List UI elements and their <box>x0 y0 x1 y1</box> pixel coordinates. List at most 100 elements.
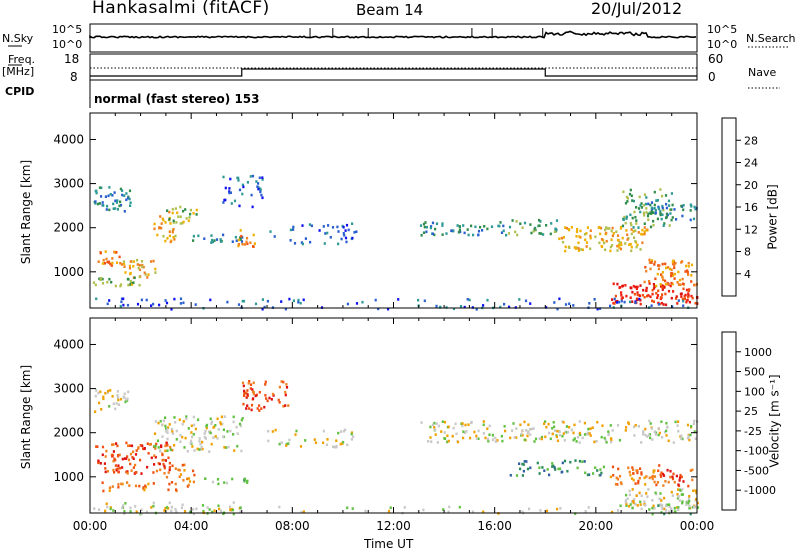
data-cell <box>518 298 521 301</box>
data-cell <box>154 455 157 459</box>
data-cell <box>662 484 665 487</box>
data-cell <box>463 305 466 309</box>
y-tick-label: 1000 <box>53 470 84 484</box>
data-cell <box>655 483 658 487</box>
data-cell <box>108 486 112 489</box>
data-cell <box>660 273 663 276</box>
data-cell <box>589 427 592 430</box>
data-cell <box>672 472 675 476</box>
data-cell <box>610 438 613 441</box>
data-cell <box>429 436 432 439</box>
data-cell <box>138 275 141 279</box>
data-cell <box>528 428 532 431</box>
data-cell <box>434 227 437 231</box>
data-cell <box>126 455 129 458</box>
data-cell <box>240 418 243 422</box>
data-cell <box>443 420 447 424</box>
data-cell <box>175 221 178 224</box>
data-cell <box>246 393 249 396</box>
data-cell <box>387 307 390 311</box>
data-cell <box>555 228 558 231</box>
data-cell <box>668 224 671 227</box>
data-cell <box>690 263 694 267</box>
colorbar-tick-label: -1000 <box>744 484 776 497</box>
data-cell <box>630 245 633 249</box>
data-cell <box>654 208 657 212</box>
data-cell <box>139 444 142 447</box>
data-cell <box>683 297 686 301</box>
velocity-ylabel: Slant Range [km] <box>19 364 34 470</box>
data-cell <box>625 493 628 497</box>
data-cell <box>253 242 256 245</box>
data-cell <box>621 224 625 228</box>
data-cell <box>503 302 506 306</box>
data-cell <box>515 436 518 439</box>
data-cell <box>104 391 107 395</box>
y-tick-label: 2000 <box>53 221 84 235</box>
data-cell <box>239 238 242 241</box>
data-cell <box>466 298 469 301</box>
data-cell <box>159 215 162 218</box>
data-cell <box>632 472 635 475</box>
data-cell <box>645 286 648 290</box>
data-cell <box>107 389 110 393</box>
data-cell <box>661 507 664 511</box>
data-cell <box>639 500 642 504</box>
data-cell <box>271 392 275 396</box>
data-cell <box>546 468 549 471</box>
data-cell <box>648 419 651 423</box>
data-cell <box>189 212 192 216</box>
data-cell <box>361 300 364 304</box>
data-cell <box>181 463 184 467</box>
data-cell <box>652 287 656 290</box>
colorbar-tick-label: 4 <box>744 268 751 281</box>
data-cell <box>625 215 628 219</box>
data-cell <box>456 440 460 444</box>
data-cell <box>490 225 494 228</box>
data-cell <box>643 193 647 196</box>
data-cell <box>680 437 683 440</box>
data-cell <box>647 488 650 491</box>
data-cell <box>297 300 300 304</box>
data-cell <box>612 232 615 235</box>
data-cell <box>168 217 171 221</box>
data-cell <box>647 212 650 216</box>
data-cell <box>692 489 695 492</box>
data-cell <box>521 434 524 437</box>
data-cell <box>646 435 649 438</box>
data-cell <box>164 444 167 448</box>
data-cell <box>693 205 696 209</box>
data-cell <box>556 429 559 433</box>
data-cell <box>671 475 674 479</box>
data-cell <box>200 445 203 449</box>
data-cell <box>168 423 171 426</box>
data-cell <box>686 270 689 274</box>
data-cell <box>112 459 115 463</box>
data-cell <box>123 194 126 197</box>
data-cell <box>628 470 631 474</box>
data-cell <box>659 188 662 191</box>
data-cell <box>624 221 627 225</box>
data-cell <box>621 285 624 288</box>
data-cell <box>187 477 191 480</box>
data-cell <box>162 462 165 466</box>
data-cell <box>511 219 514 222</box>
data-cell <box>277 398 280 402</box>
data-cell <box>658 431 661 435</box>
data-cell <box>674 297 678 300</box>
data-cell <box>584 471 587 475</box>
data-cell <box>673 506 676 510</box>
data-cell <box>656 272 659 276</box>
data-cell <box>119 304 122 308</box>
data-cell <box>211 240 215 244</box>
data-cell <box>345 223 349 227</box>
data-cell <box>670 268 673 272</box>
x-tick-label: 16:00 <box>477 519 512 533</box>
y-tick-label: 3000 <box>53 382 84 396</box>
data-cell <box>638 491 641 495</box>
data-cell <box>192 512 195 516</box>
data-cell <box>446 440 449 444</box>
data-cell <box>639 248 642 251</box>
data-cell <box>258 409 261 412</box>
data-cell <box>671 494 674 497</box>
